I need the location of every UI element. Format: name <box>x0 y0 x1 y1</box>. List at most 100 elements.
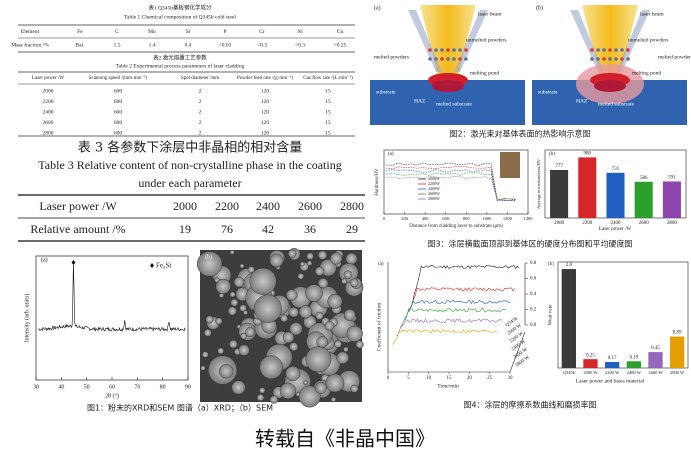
powder-particle <box>200 365 206 371</box>
x-axis-label: 2θ (°) <box>105 392 119 399</box>
figure-caption: 图1：粉末的XRD和SEM 图谱（a）XRD；（b）SEM <box>87 403 273 413</box>
table-header: Ni <box>297 29 303 35</box>
y-axis-label: Average microhardness/HV <box>536 158 541 209</box>
powder-particle <box>325 373 345 393</box>
value-label: 0.19 <box>629 355 638 360</box>
bar <box>648 352 663 368</box>
powder <box>620 57 624 61</box>
table-cell: 2000 <box>43 88 54 94</box>
powder-particle <box>238 344 250 356</box>
powder-particle <box>289 322 303 336</box>
table-cell: 76 <box>221 222 233 236</box>
powder-particle <box>203 328 212 337</box>
powder <box>596 57 600 61</box>
table-cell: 2200 <box>43 99 54 105</box>
table-cell: <0.03 <box>219 42 232 48</box>
powder-particle <box>215 317 223 325</box>
table-title: Table 1 Chemical composition of Q345b co… <box>124 13 236 20</box>
powder-particle <box>288 307 299 318</box>
powder-particle <box>269 395 279 404</box>
value-label: 731 <box>612 167 620 172</box>
powder-particle <box>315 311 324 320</box>
x-tick-label: 2200 <box>582 221 593 226</box>
powder-particle <box>297 273 304 280</box>
powder-particle <box>315 381 327 394</box>
value-label: 591 <box>668 176 676 181</box>
powder <box>590 48 594 52</box>
table-title: 表 3 各参数下涂层中非晶相的相对含量 <box>78 140 303 156</box>
hardness-curve <box>386 172 516 201</box>
powder-particle <box>256 393 265 402</box>
powder-stream <box>408 10 442 72</box>
table-cell: 15 <box>325 109 331 115</box>
table-cell: Relative amount /% <box>30 222 125 236</box>
powder-particle <box>202 351 209 358</box>
annotation: melted substrate <box>436 101 472 107</box>
table-cell: 2 <box>199 99 202 105</box>
value-label: 777 <box>555 164 563 169</box>
figure-caption: 图4：涂层的摩擦系数曲线和磨损率图 <box>463 400 596 410</box>
table-cell: <0.3 <box>257 42 267 48</box>
powder <box>452 48 456 52</box>
y-tick-label: 0.4 <box>530 292 537 297</box>
panel-label: (b) <box>536 4 543 11</box>
x-tick-label: 50 <box>84 384 90 390</box>
x-tick-label: 600 <box>442 216 450 221</box>
bar <box>578 157 597 218</box>
friction-curve <box>408 286 515 312</box>
x-tick-label: 20 <box>467 376 473 381</box>
x-axis-label: Time/min <box>437 383 459 389</box>
y-tick-label: 0.6 <box>530 277 537 282</box>
powder-particle <box>299 261 305 267</box>
table-header: Mn <box>148 29 156 35</box>
value-label: 2.8 <box>566 263 573 268</box>
powder <box>434 57 438 61</box>
x-tick-label: 2800 W <box>670 370 685 375</box>
table-cell: 15 <box>325 88 331 94</box>
y-tick-label: 0.8 <box>530 261 537 266</box>
table-cell: 120 <box>261 130 270 136</box>
table-cell: 0.4 <box>185 42 192 48</box>
table-cell: 2600 <box>298 199 322 213</box>
value-label: 586 <box>640 176 648 181</box>
table-cell: 600 <box>114 109 123 115</box>
x-tick-label: 1200 <box>503 216 513 221</box>
table-header: Spot diameter /mm <box>181 76 219 81</box>
powder <box>428 57 432 61</box>
powder <box>614 57 618 61</box>
laser-beam <box>420 5 476 80</box>
table-cell: <0.25 <box>334 42 347 48</box>
x-axis-label: Laser power /W <box>599 227 631 232</box>
powder-particle <box>334 340 342 348</box>
hardness-curve <box>386 168 516 201</box>
table-cell: 1.4 <box>149 42 156 48</box>
annotation: laser beam <box>640 11 664 17</box>
powder <box>434 48 438 52</box>
legend-label: 2000W <box>428 176 440 181</box>
x-tick-label: 2000 <box>554 221 565 226</box>
powder-particle <box>330 397 337 403</box>
figure-caption: 图3：涂层横截面顶部到基体区的硬度分布图和平均硬度图 <box>427 239 632 249</box>
powder-particle <box>280 314 288 323</box>
x-tick-label: 1000 <box>482 216 492 221</box>
powder <box>614 48 618 52</box>
table-header: C <box>115 29 119 35</box>
friction-curve <box>412 264 520 300</box>
inset-micrograph <box>500 152 520 178</box>
y-axis-label: Coefficient of friction <box>375 303 382 351</box>
powder-particle <box>306 252 314 260</box>
table-header: Fe <box>77 29 83 35</box>
annotation: unmelted powders <box>628 37 668 43</box>
x-tick-label: 400 <box>422 216 430 221</box>
table-title: 表1 Q345b基板钢化学成分 <box>148 3 212 11</box>
table-cell: <0.3 <box>295 42 305 48</box>
powder-particle <box>330 252 343 265</box>
x-axis-label: Laser power and basis material <box>576 378 645 384</box>
friction-curve <box>404 299 511 321</box>
hardness-curve <box>386 165 516 202</box>
table-cell: 2800 <box>43 130 54 136</box>
y-axis-label: Hardness/HV <box>375 168 380 196</box>
powder-particle <box>350 384 359 393</box>
legend-marker <box>150 263 154 268</box>
annotation: melting pond <box>632 70 661 76</box>
